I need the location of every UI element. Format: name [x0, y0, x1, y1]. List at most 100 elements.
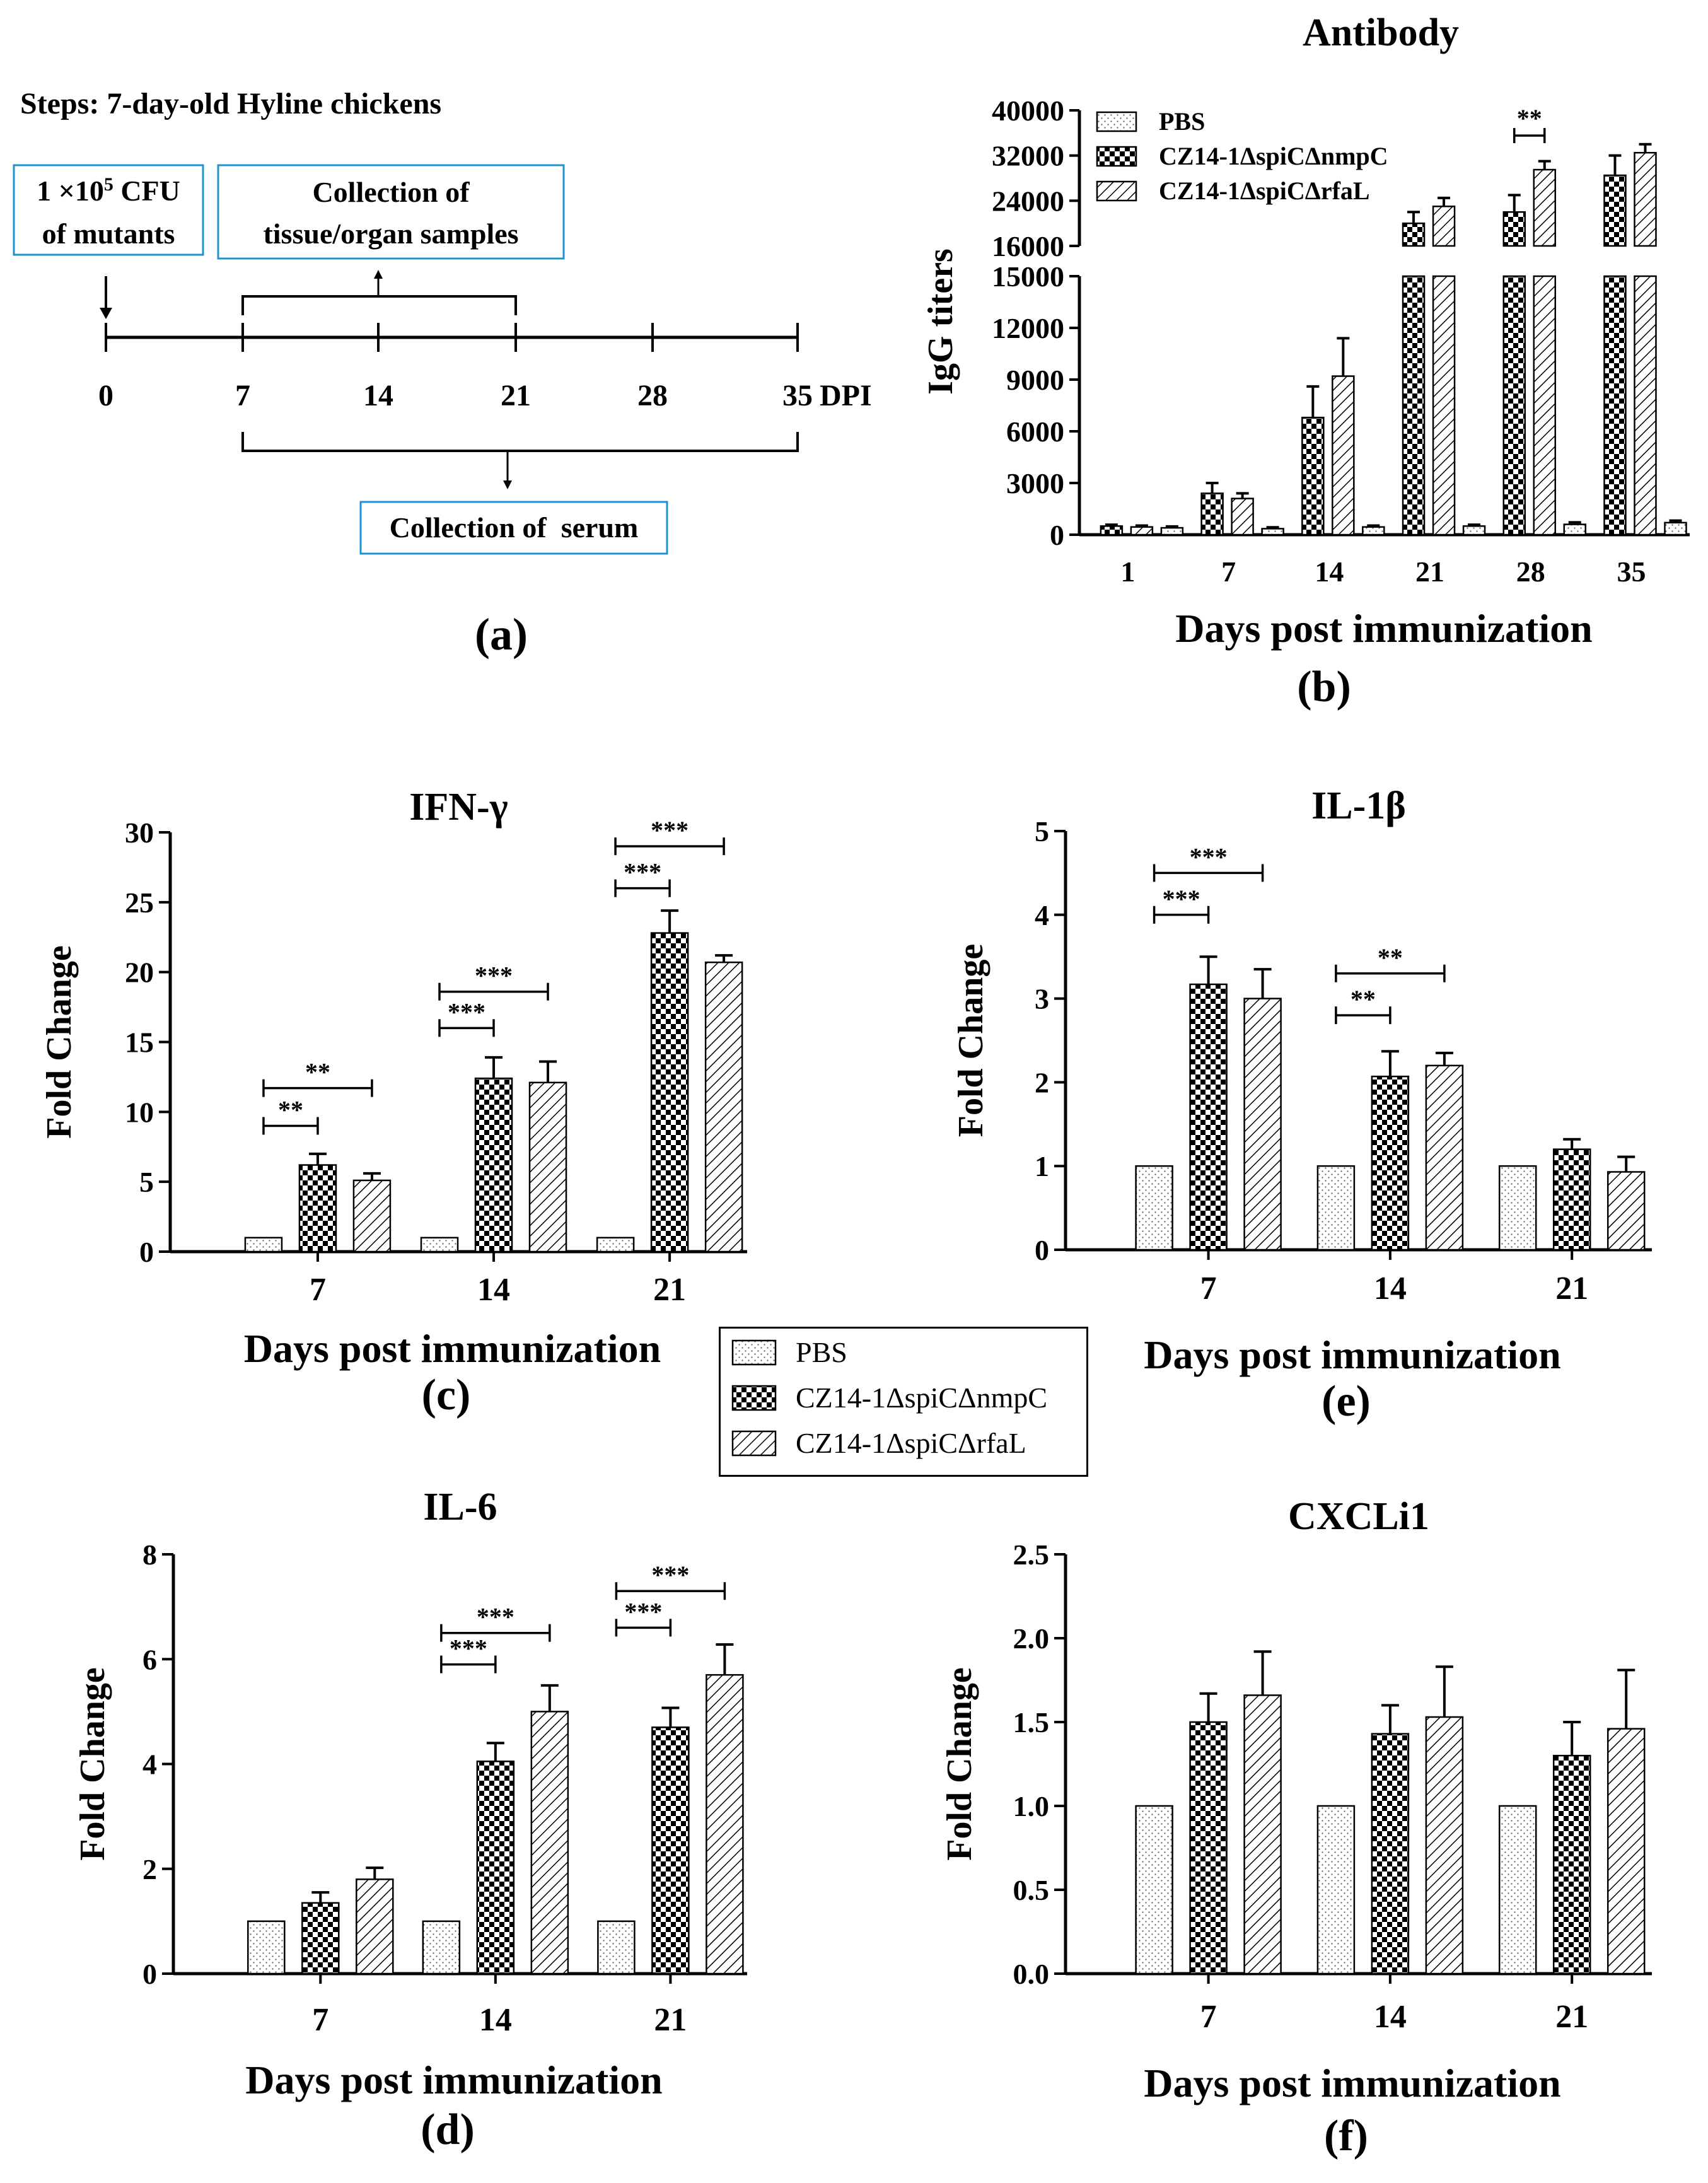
y-tick-label: 6: [142, 1643, 157, 1675]
bar: [1261, 528, 1284, 536]
y-tick-label: 15: [125, 1027, 154, 1059]
bar: [1243, 998, 1282, 1251]
bar: [422, 1920, 461, 1975]
chart-title: IL-6: [423, 1486, 497, 1528]
timeline-tick-label: 7: [235, 379, 250, 412]
tissue-collection-box: [217, 164, 565, 260]
bar: [1563, 523, 1587, 536]
bar-upper-part: [1634, 151, 1657, 247]
x-tick-label: 14: [1315, 556, 1344, 588]
tissue-arrowhead: [374, 270, 383, 279]
bar: [1316, 1165, 1356, 1251]
y-tick-label: 12000: [992, 312, 1064, 344]
legend-swatch: [731, 1339, 777, 1366]
bar: [1135, 1805, 1173, 1975]
legend-label: PBS: [1159, 107, 1205, 136]
y-tick-label: 1.5: [1013, 1706, 1050, 1738]
legend-swatch: [731, 1385, 777, 1411]
legend-label: CZ14-1ΔspiCΔnmpC: [796, 1382, 1047, 1414]
tissue-text-line1: Collection of: [312, 176, 470, 208]
bar: [1130, 526, 1154, 536]
bar-lower-part: [1432, 275, 1456, 536]
bar: [1332, 375, 1355, 536]
dose-box: [13, 164, 204, 256]
x-tick-label: 21: [653, 1272, 686, 1308]
significance-label: **: [1517, 104, 1542, 132]
significance-label: ***: [475, 962, 513, 990]
bar: [1664, 521, 1687, 536]
y-tick-label: 5: [1035, 815, 1049, 847]
bar: [298, 1164, 337, 1253]
x-tick-label: 1: [1120, 556, 1135, 588]
x-tick-label: 21: [654, 2002, 687, 2038]
chart-d: IL-6 0 2 4 6 8 Fold Change 7 14 21 *** *** *** *** Day…: [73, 1486, 747, 2154]
tissue-text-line2: tissue/organ samples: [263, 218, 518, 250]
x-tick-label: 14: [1374, 1271, 1407, 1307]
timeline-tick-label: 0: [98, 379, 113, 412]
y-axis-label: Fold Change: [73, 1667, 112, 1861]
y-axis-label: Fold Change: [40, 945, 79, 1139]
significance-label: **: [278, 1096, 303, 1124]
legend-label: CZ14-1ΔspiCΔrfaL: [1159, 177, 1370, 205]
x-tick-label: 21: [1555, 1271, 1588, 1307]
y-tick-label: 30: [125, 817, 154, 849]
x-tick-label: 21: [1555, 1999, 1588, 2035]
timeline-ticks: 0 7 14 21 28 35: [98, 323, 813, 412]
y-tick-label: 1: [1035, 1150, 1049, 1182]
bar: [528, 1081, 567, 1253]
y-tick-label: 25: [125, 887, 154, 919]
legend-label: PBS: [796, 1336, 847, 1368]
y-tick-label: 24000: [992, 185, 1064, 217]
y-axis-label: IgG titers: [921, 248, 960, 395]
x-tick-label: 7: [1200, 1271, 1217, 1307]
y-axis-label: Fold Change: [951, 944, 991, 1138]
y-tick-label: 20: [125, 957, 154, 989]
bar: [301, 1902, 340, 1975]
bar: [1606, 1728, 1646, 1975]
x-axis-label: Days post immunization: [245, 2058, 662, 2102]
bar: [352, 1179, 392, 1253]
y-tick-label: 6000: [1006, 416, 1064, 448]
significance-label: ***: [624, 858, 661, 887]
antibody-legend: PBS CZ14-1ΔspiCΔnmpC CZ14-1ΔspiCΔrfaL: [1096, 107, 1388, 205]
y-tick-label: 15000: [992, 260, 1064, 293]
bar: [1371, 1733, 1410, 1975]
tissue-bracket: [241, 295, 517, 315]
y-tick-label: 0: [1050, 519, 1064, 551]
bar-lower-part: [1502, 275, 1526, 536]
bar: [1189, 983, 1228, 1251]
timeline-tick-label: 21: [501, 379, 531, 412]
bar-lower-part: [1634, 275, 1657, 536]
bar: [474, 1077, 513, 1253]
x-tick-label: 35: [1617, 556, 1646, 588]
x-axis-label: Days post immunization: [1175, 606, 1592, 651]
bar: [1100, 525, 1124, 536]
chart-title: CXCLi1: [1288, 1495, 1429, 1538]
panel-caption: (e): [1322, 1377, 1371, 1426]
bar-upper-part: [1603, 174, 1627, 247]
y-tick-label: 0: [139, 1236, 154, 1268]
significance-label: ***: [450, 1634, 487, 1663]
chart-title: IFN-γ: [409, 786, 508, 829]
y-tick-label: 1.0: [1013, 1790, 1050, 1822]
x-axis-label: Days post immunization: [1144, 2061, 1560, 2105]
y-tick-label: 0: [142, 1958, 157, 1990]
significance-label: **: [1351, 985, 1376, 1013]
significance-label: ***: [1163, 885, 1200, 913]
bar: [1371, 1075, 1410, 1251]
bar-upper-part: [1432, 206, 1456, 247]
y-tick-label: 8: [142, 1539, 157, 1571]
bar: [596, 1237, 635, 1253]
bar: [1316, 1805, 1356, 1975]
bar: [1425, 1716, 1464, 1975]
dose-text-line2: of mutants: [42, 218, 175, 250]
bar: [420, 1237, 459, 1253]
bar-lower-part: [1533, 275, 1557, 536]
y-tick-label: 3000: [1006, 467, 1064, 499]
bar: [1231, 498, 1254, 536]
significance-label: ***: [448, 998, 485, 1026]
significance-label: ***: [624, 1597, 662, 1626]
x-tick-label: 28: [1516, 556, 1545, 588]
